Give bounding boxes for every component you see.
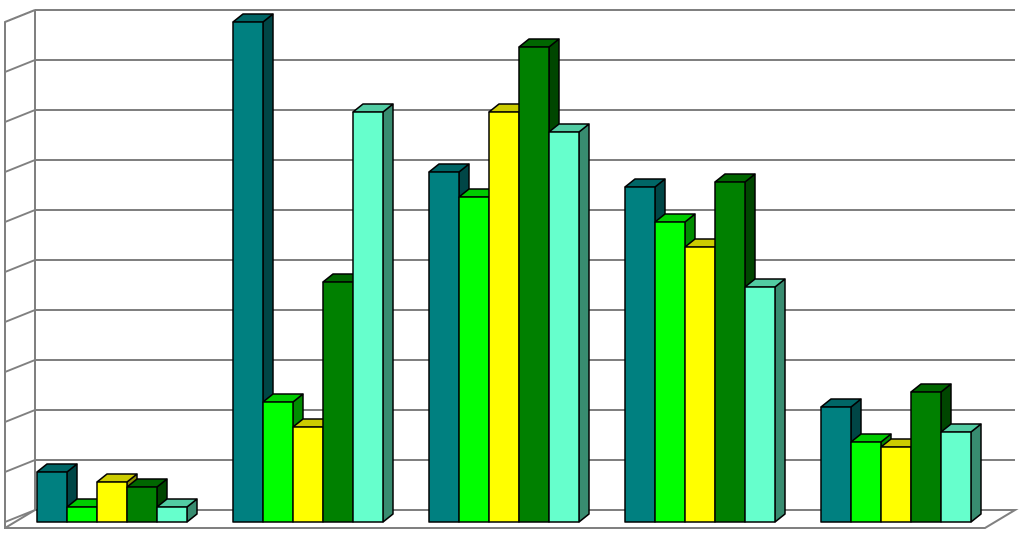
bar-front — [428, 171, 460, 523]
bar-front — [322, 281, 354, 523]
grid-line-side — [4, 159, 36, 173]
bar-front — [850, 441, 882, 523]
bar-side — [382, 103, 394, 523]
grid-line-side — [4, 509, 36, 523]
bar — [548, 123, 590, 523]
bar-front — [714, 181, 746, 523]
bar-front — [458, 196, 490, 523]
grid-line-side — [4, 109, 36, 123]
grid-line-side — [4, 209, 36, 223]
bar-front — [66, 506, 98, 523]
bar-front — [820, 406, 852, 523]
bar-front — [910, 391, 942, 523]
bar-front — [684, 246, 716, 523]
bar-front — [292, 426, 324, 523]
grid-line-side — [4, 359, 36, 373]
bar-side — [774, 278, 786, 523]
bar-front — [488, 111, 520, 523]
bar — [352, 103, 394, 523]
bar-front — [548, 131, 580, 523]
bar-front — [880, 446, 912, 523]
grid-line-side — [4, 459, 36, 473]
bar-front — [940, 431, 972, 523]
bar-front — [352, 111, 384, 523]
bar — [940, 423, 982, 523]
bar — [156, 498, 198, 523]
grid-line-side — [4, 9, 36, 23]
bar — [488, 103, 530, 523]
bar-side — [578, 123, 590, 523]
grid-line-side — [4, 409, 36, 423]
bar-front — [624, 186, 656, 523]
bar — [744, 278, 786, 523]
grid-line-side — [4, 309, 36, 323]
bar-front — [36, 471, 68, 523]
bar-front — [262, 401, 294, 523]
grid-line-side — [4, 259, 36, 273]
grid-line-side — [4, 59, 36, 73]
bar-front — [232, 21, 264, 523]
bar-front — [518, 46, 550, 523]
bar-front — [96, 481, 128, 523]
grid-line — [4, 59, 1015, 73]
bar-front — [156, 506, 188, 523]
bar — [232, 13, 274, 523]
bar-front — [126, 486, 158, 523]
bar-front — [744, 286, 776, 523]
grid-line — [4, 9, 1015, 23]
bar-front — [654, 221, 686, 523]
bar-side — [970, 423, 982, 523]
